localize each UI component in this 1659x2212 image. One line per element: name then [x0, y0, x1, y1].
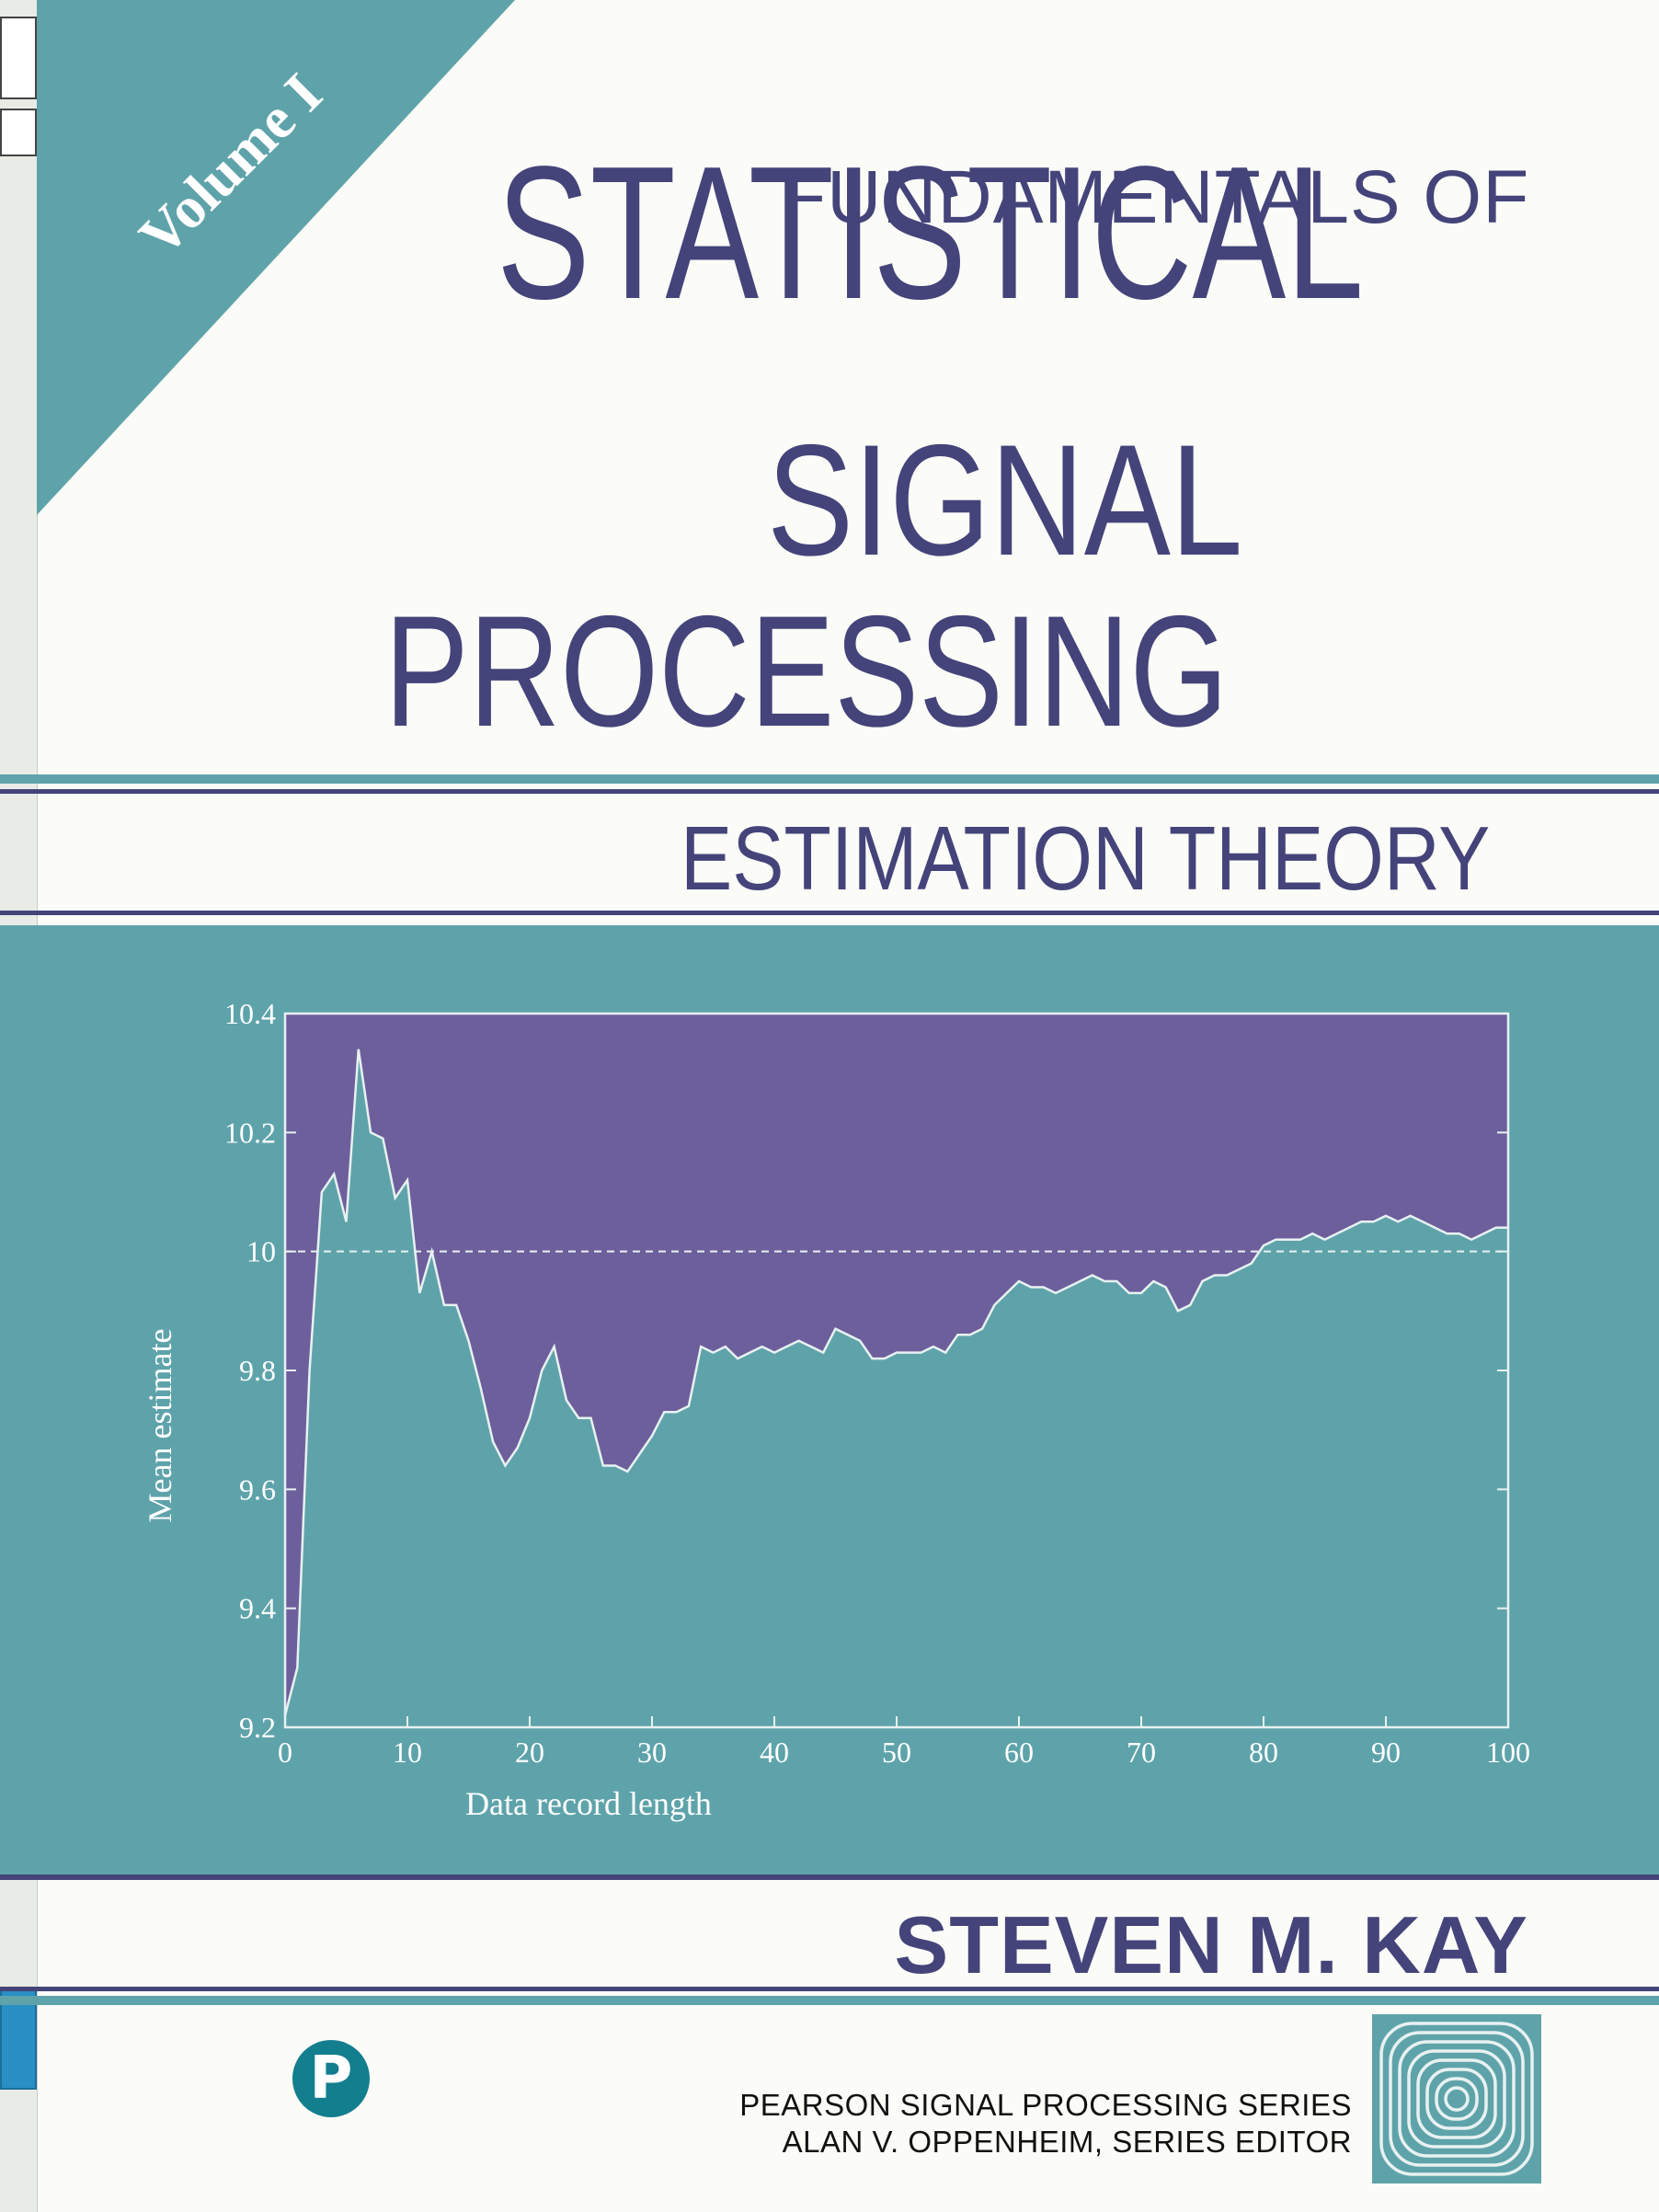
x-tick-label: 10: [393, 1736, 422, 1769]
x-tick-label: 80: [1249, 1736, 1278, 1769]
rule-navy-lower: [0, 1874, 1659, 1880]
axis-ticks: 0 10 20 30 40 50 60 70 80 90 100 9.2 9.4 9.6 9.8 10 10.2…: [224, 997, 1530, 1769]
title-line-3: SIGNAL: [767, 412, 1243, 589]
y-tick-label: 9.8: [239, 1354, 276, 1387]
x-tick-label: 60: [1004, 1736, 1034, 1769]
mean-estimate-chart: 0 10 20 30 40 50 60 70 80 90 100 9.2 9.4 9.6 9.8 10 10.2…: [142, 997, 1530, 1822]
volume-corner-banner: Volume I: [37, 0, 515, 515]
y-tick-label: 10: [246, 1235, 276, 1268]
rule-teal-top: [0, 774, 1659, 784]
title-line-2: STATISTICAL: [497, 127, 1365, 338]
x-tick-label: 70: [1127, 1736, 1156, 1769]
series-line-2: ALAN V. OPPENHEIM, SERIES EDITOR: [782, 2125, 1352, 2159]
library-tab-blue: [0, 1989, 37, 2090]
y-axis-label: Mean estimate: [142, 1329, 178, 1523]
x-tick-label: 40: [760, 1736, 789, 1769]
x-tick-label: 90: [1371, 1736, 1401, 1769]
estimate-series-line: [283, 1049, 1508, 1716]
rule-navy-mid: [0, 911, 1659, 915]
x-axis-label: Data record length: [465, 1785, 712, 1822]
subtitle: ESTIMATION THEORY: [681, 808, 1491, 909]
x-tick-label: 0: [278, 1736, 292, 1769]
pearson-logo-letter: P: [309, 2045, 353, 2113]
title-line-4: PROCESSING: [384, 583, 1229, 760]
x-tick-label: 20: [515, 1736, 544, 1769]
y-tick-label: 9.4: [239, 1592, 276, 1625]
x-tick-label: 100: [1486, 1736, 1530, 1769]
series-logo-icon: [1372, 2014, 1541, 2183]
author-name: STEVEN M. KAY: [894, 1899, 1528, 1990]
rule-teal-bottom: [0, 1996, 1659, 2005]
y-tick-label: 10.4: [224, 997, 276, 1030]
y-tick-label: 9.6: [239, 1473, 276, 1506]
rule-navy-top: [0, 789, 1659, 794]
series-line-1: PEARSON SIGNAL PROCESSING SERIES: [739, 2088, 1352, 2122]
pearson-logo-icon: P: [292, 2040, 370, 2117]
title-line-1: FUNDAMENTALS OF: [780, 155, 1530, 239]
y-tick-label: 9.2: [239, 1711, 276, 1744]
x-tick-label: 30: [637, 1736, 667, 1769]
library-tab-top: [0, 17, 37, 99]
rule-navy-bottom: [0, 1987, 1659, 1991]
library-tab-small: [0, 109, 37, 156]
estimate-area-fill: [285, 1049, 1508, 1727]
x-tick-label: 50: [882, 1736, 911, 1769]
y-tick-label: 10.2: [224, 1116, 276, 1149]
